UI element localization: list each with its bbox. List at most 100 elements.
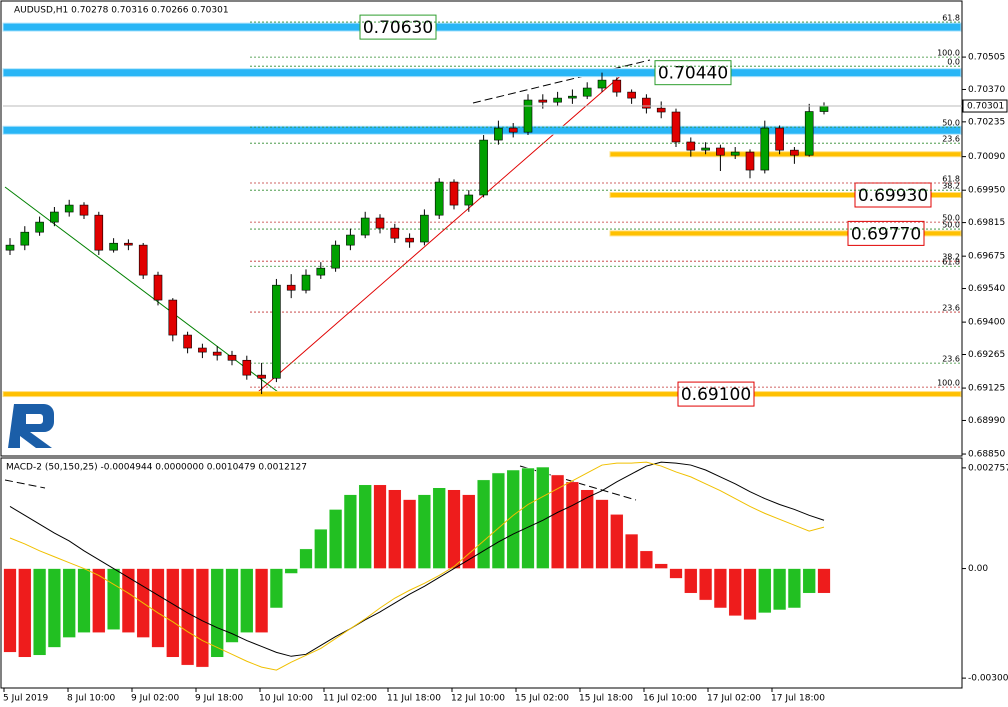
candle-body bbox=[434, 181, 444, 216]
level-label: 0.70630 bbox=[363, 18, 433, 38]
y-tick-label: 0.70090 bbox=[968, 152, 1005, 162]
candle-body bbox=[760, 127, 770, 171]
candle-body bbox=[790, 149, 799, 156]
chart-title: AUDUSD,H1 0.70278 0.70316 0.70266 0.7030… bbox=[14, 6, 229, 16]
x-tick-label: 8 Jul 10:00 bbox=[67, 694, 116, 704]
x-tick-label: 11 Jul 18:00 bbox=[387, 694, 441, 704]
macd-bar bbox=[166, 568, 180, 658]
fib-label: 61.8 bbox=[942, 258, 960, 267]
macd-bar bbox=[195, 568, 210, 668]
macd-bar bbox=[417, 494, 432, 569]
candles bbox=[5, 72, 829, 395]
trend-line bbox=[4, 479, 46, 489]
candle-body bbox=[138, 244, 148, 276]
level-band bbox=[609, 230, 962, 237]
level-band bbox=[2, 22, 962, 32]
candle-body bbox=[212, 351, 222, 356]
macd-bar bbox=[565, 481, 580, 569]
fib-label: 100.0 bbox=[937, 49, 960, 58]
candle-body bbox=[375, 217, 385, 229]
level-label-box bbox=[654, 60, 732, 86]
level-label-box bbox=[854, 182, 932, 208]
candle-body bbox=[286, 284, 296, 291]
level-band bbox=[2, 125, 962, 135]
macd-bar bbox=[77, 568, 91, 633]
level-label: 0.69100 bbox=[681, 385, 751, 405]
axes: 0.68850 0.68990 0.69125 0.69265 0.69400 0.695… bbox=[3, 53, 1008, 704]
macd-y-tick-label: 0.00 bbox=[968, 564, 988, 574]
level-label: 0.69930 bbox=[858, 186, 928, 206]
candle-body bbox=[494, 127, 503, 141]
y-tick-label: 0.70235 bbox=[968, 117, 1005, 127]
candle-body bbox=[346, 234, 355, 246]
macd-bar bbox=[610, 514, 624, 569]
candle-body bbox=[183, 334, 192, 349]
macd-bar bbox=[254, 568, 269, 633]
fib-label: 50.0 bbox=[942, 221, 960, 230]
macd-bar bbox=[106, 568, 121, 630]
macd-bar bbox=[180, 568, 195, 666]
macd-bar bbox=[462, 494, 476, 569]
macd-bar bbox=[787, 568, 802, 609]
macd-bar bbox=[240, 568, 254, 633]
candle-body bbox=[301, 274, 311, 291]
x-tick-label: 5 Jul 2019 bbox=[3, 694, 48, 704]
candle-body bbox=[94, 214, 104, 251]
macd-bar bbox=[654, 563, 668, 569]
candle-body bbox=[390, 227, 400, 239]
macd-bar bbox=[447, 489, 461, 569]
macd-panel-frame bbox=[0, 457, 963, 689]
candle-body bbox=[716, 147, 725, 156]
y-tick-label: 0.69125 bbox=[968, 384, 1005, 394]
candle-body bbox=[804, 111, 814, 156]
candle-body bbox=[479, 139, 488, 196]
macd-bar bbox=[802, 568, 816, 594]
price-panel-frame bbox=[0, 0, 963, 457]
macd-bar bbox=[373, 484, 387, 569]
level-label: 0.69770 bbox=[851, 224, 921, 244]
macd-bar bbox=[536, 466, 550, 569]
fib-label: 23.6 bbox=[942, 135, 960, 144]
macd-bar bbox=[269, 568, 284, 609]
y-tick-label: 0.70505 bbox=[968, 53, 1005, 63]
macd-bar bbox=[3, 568, 17, 653]
candle-body bbox=[124, 242, 133, 246]
y-tick-label: 0.70370 bbox=[968, 85, 1005, 95]
candle-body bbox=[597, 79, 607, 89]
macd-bar bbox=[225, 568, 239, 643]
fib-label: 50.0 bbox=[942, 119, 960, 128]
macd-bar bbox=[684, 568, 698, 594]
candle-body bbox=[5, 244, 15, 251]
x-tick-label: 16 Jul 10:00 bbox=[643, 694, 697, 704]
level-label: 0.70440 bbox=[658, 64, 728, 84]
macd-bar bbox=[624, 533, 639, 569]
fib-label: 61.8 bbox=[942, 14, 960, 23]
trend-line bbox=[257, 71, 626, 393]
macd-bar bbox=[491, 472, 506, 569]
last-price-box bbox=[962, 99, 1008, 113]
trend-line bbox=[472, 59, 651, 104]
fib-label: 61.8 bbox=[942, 175, 960, 184]
macd-bar bbox=[698, 568, 713, 601]
candle-body bbox=[508, 127, 518, 133]
fib-label: 23.6 bbox=[942, 304, 960, 313]
macd-title: MACD-2 (50,150,25) -0.0004944 0.0000000 … bbox=[6, 463, 307, 473]
macd-line bbox=[9, 461, 825, 657]
macd-bar bbox=[580, 489, 594, 569]
candle-body bbox=[656, 107, 666, 113]
candle-body bbox=[745, 151, 755, 171]
last-price-label: 0.70301 bbox=[967, 102, 1004, 112]
macd-bar bbox=[639, 550, 654, 569]
level-label-box bbox=[677, 381, 755, 407]
candle-body bbox=[316, 267, 326, 276]
y-tick-label: 0.69815 bbox=[968, 218, 1005, 228]
macd-bar bbox=[151, 568, 165, 648]
macd-bar bbox=[743, 568, 757, 621]
macd-bar bbox=[32, 568, 47, 656]
macd-bar bbox=[210, 568, 224, 658]
candle-body bbox=[20, 231, 30, 246]
x-tick-label: 9 Jul 02:00 bbox=[131, 694, 180, 704]
macd-bar bbox=[713, 568, 728, 609]
fib-levels: 61.8100.00.050.023.661.838.250.050.038.2… bbox=[250, 14, 960, 388]
candle-body bbox=[64, 204, 74, 213]
